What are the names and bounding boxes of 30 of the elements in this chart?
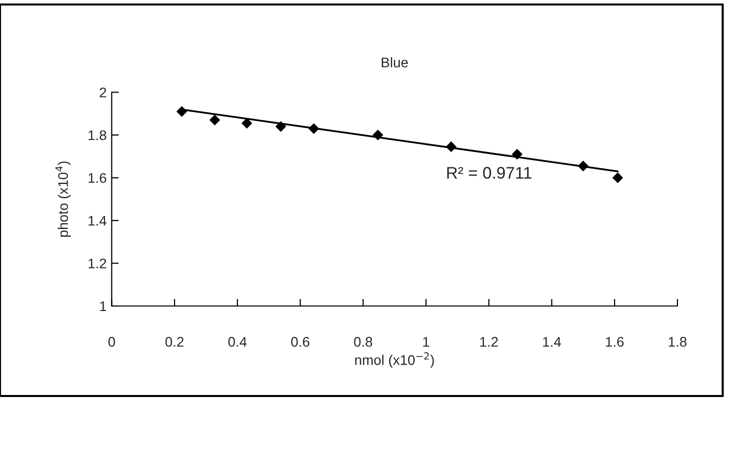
x-tick-label: 0.2 bbox=[165, 336, 184, 347]
annotation: R² = 0.9711 bbox=[447, 166, 532, 179]
point bbox=[612, 172, 624, 184]
point bbox=[209, 114, 220, 126]
point bbox=[176, 106, 188, 117]
y-tick-label: 1.6 bbox=[88, 173, 106, 183]
y-tick-label: 1 bbox=[100, 301, 106, 312]
point bbox=[578, 160, 589, 172]
chart-title: Blue bbox=[382, 57, 408, 68]
x-tick-label: 1.4 bbox=[543, 337, 561, 347]
point bbox=[372, 130, 384, 140]
x-tick-label: 1 bbox=[423, 337, 430, 347]
point bbox=[275, 121, 286, 132]
y-axis-title: photo (x10$^{4}$) bbox=[55, 162, 71, 237]
x-tick-label: 0.8 bbox=[354, 336, 372, 347]
point bbox=[512, 148, 523, 160]
point bbox=[446, 141, 457, 152]
x-tick-label: 0.6 bbox=[291, 336, 310, 347]
x-tick-label: 1.6 bbox=[606, 336, 624, 347]
point bbox=[308, 123, 320, 134]
y-tick-label: 2 bbox=[100, 88, 106, 98]
y-tick-label: 1.8 bbox=[88, 130, 106, 140]
x-tick-label: 0 bbox=[108, 336, 116, 347]
x-tick-label: 1.8 bbox=[668, 336, 686, 347]
y-tick-label: 1.4 bbox=[88, 216, 106, 226]
x-tick-label: 0.4 bbox=[228, 336, 247, 347]
x-tick-label: 1.2 bbox=[480, 336, 498, 347]
x-axis-title: nmol (x10$^{−2}$) bbox=[355, 352, 434, 368]
y-tick-label: 1.2 bbox=[88, 258, 106, 268]
point bbox=[241, 118, 252, 129]
